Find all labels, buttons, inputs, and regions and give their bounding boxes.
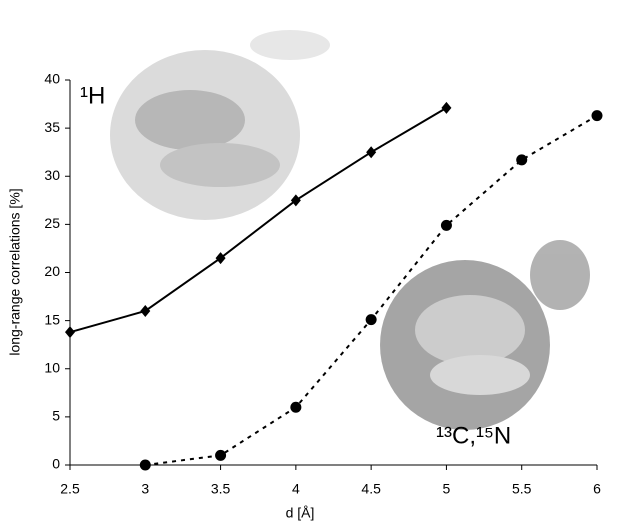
- x-tick-label: 6: [593, 481, 601, 497]
- diamond-marker: [441, 101, 452, 114]
- y-tick-label: 5: [52, 408, 60, 424]
- x-tick-label: 5.5: [512, 481, 532, 497]
- diamond-marker: [215, 252, 226, 265]
- y-tick-label: 35: [44, 119, 60, 135]
- circle-marker: [139, 459, 151, 471]
- diamond-marker: [140, 305, 151, 317]
- y-tick-label: 25: [44, 215, 60, 231]
- diamond-marker: [290, 194, 301, 207]
- x-tick-label: 4.5: [361, 481, 381, 497]
- y-tick-label: 10: [44, 359, 60, 375]
- x-axis-label: d [Å]: [286, 505, 315, 521]
- x-tick-label: 5: [443, 481, 451, 497]
- circle-marker: [215, 449, 227, 461]
- circle-marker: [591, 110, 603, 122]
- x-tick-label: 3.5: [211, 481, 231, 497]
- molecule-1h: [110, 30, 330, 220]
- y-tick-label: 40: [44, 71, 60, 87]
- x-tick-label: 3: [141, 481, 149, 497]
- circle-marker: [516, 154, 528, 166]
- x-tick-label: 2.5: [60, 481, 80, 497]
- y-tick-label: 0: [52, 456, 60, 472]
- y-tick-label: 15: [44, 311, 60, 327]
- y-tick-label: 20: [44, 263, 60, 279]
- y-tick-label: 30: [44, 167, 60, 183]
- series-label: ¹H: [80, 82, 105, 109]
- circle-marker: [440, 219, 452, 231]
- series-label: ¹³C,¹⁵N: [436, 422, 511, 449]
- molecule-cn: [380, 240, 590, 430]
- x-tick-label: 4: [292, 481, 300, 497]
- diamond-marker: [366, 146, 377, 159]
- series-line: [69, 107, 447, 334]
- diamond-marker: [65, 326, 75, 339]
- y-axis-label: long-range correlations [%]: [7, 188, 23, 355]
- circle-marker: [290, 401, 302, 413]
- circle-marker: [365, 314, 377, 326]
